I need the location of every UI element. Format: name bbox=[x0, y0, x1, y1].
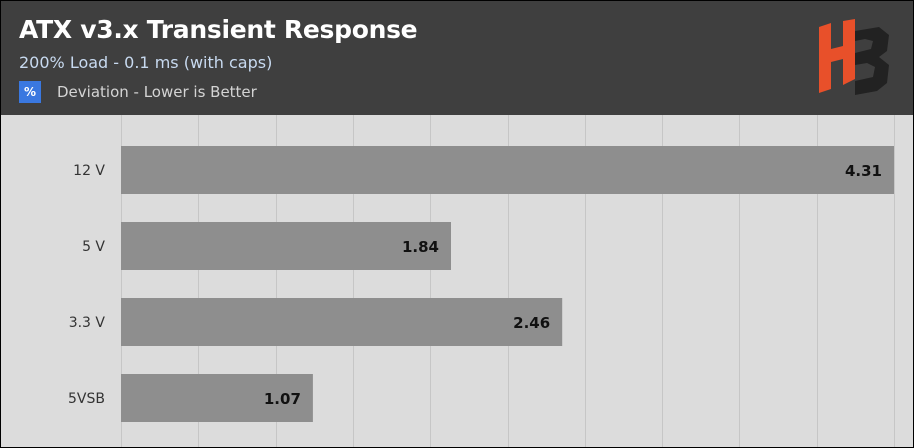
chart-header: ATX v3.x Transient Response 200% Load - … bbox=[1, 1, 913, 115]
bar-chart: 12 V 4.31 5 V 1.84 3.3 V 2.46 5VSB 1.07 bbox=[68, 115, 895, 447]
chart-subtitle: 200% Load - 0.1 ms (with caps) bbox=[19, 53, 273, 72]
value-label: 1.07 bbox=[264, 390, 301, 408]
category-label: 12 V bbox=[73, 163, 105, 179]
category-label: 3.3 V bbox=[69, 315, 106, 331]
value-label: 1.84 bbox=[402, 238, 439, 256]
bar-3-3-v bbox=[121, 298, 563, 346]
hb-logo bbox=[819, 19, 889, 95]
bar-5-v bbox=[121, 222, 452, 270]
category-label: 5 V bbox=[82, 239, 105, 255]
chart-title: ATX v3.x Transient Response bbox=[19, 15, 418, 44]
value-label: 4.31 bbox=[845, 162, 882, 180]
logo-h-shape bbox=[819, 19, 855, 93]
bar-12-v bbox=[121, 146, 894, 194]
category-label: 5VSB bbox=[68, 391, 105, 407]
chart-note: Deviation - Lower is Better bbox=[57, 83, 257, 101]
percent-icon: % bbox=[19, 81, 41, 103]
bar-5vsb bbox=[121, 374, 313, 422]
value-label: 2.46 bbox=[513, 314, 550, 332]
logo-b-shape bbox=[855, 27, 889, 95]
